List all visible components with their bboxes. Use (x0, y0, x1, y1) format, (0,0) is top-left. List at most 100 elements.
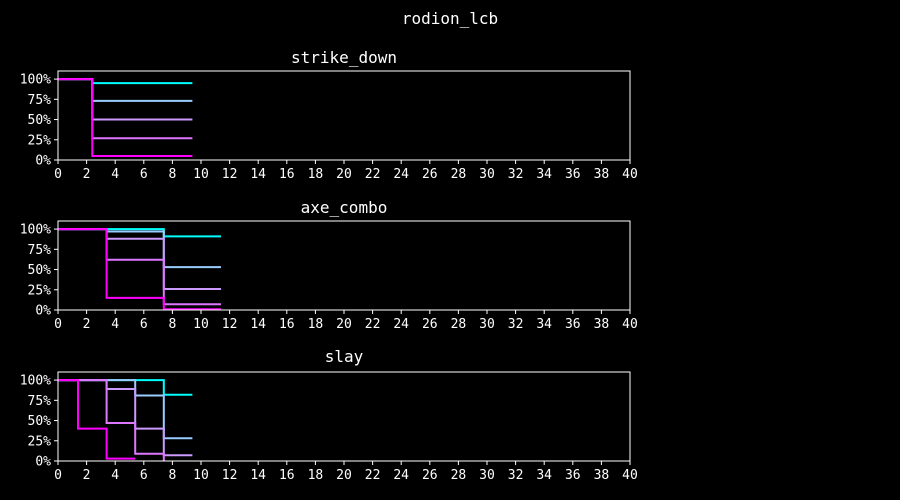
x-tick-label: 16 (279, 317, 295, 332)
x-tick-label: 10 (193, 468, 209, 483)
x-tick-label: 8 (168, 468, 176, 483)
plot-area: 0 2 4 6 8 10 12 14 16 18 20 22 24 26 28 30 32 34 36 38 400%2… (20, 70, 638, 182)
x-tick-label: 16 (279, 167, 295, 182)
x-tick-label: 2 (83, 317, 91, 332)
y-tick-label: 75% (28, 243, 52, 258)
x-tick-label: 34 (536, 468, 552, 483)
x-tick-label: 18 (308, 167, 324, 182)
x-tick-label: 40 (622, 468, 638, 483)
x-tick-label: 4 (111, 167, 119, 182)
x-tick-label: 4 (111, 468, 119, 483)
x-tick-label: 10 (193, 317, 209, 332)
x-tick-label: 0 (54, 468, 62, 483)
y-tick-label: 50% (28, 414, 52, 429)
y-tick-label: 0% (35, 154, 51, 169)
x-tick-label: 10 (193, 167, 209, 182)
x-tick-label: 18 (308, 468, 324, 483)
x-tick-label: 38 (594, 167, 610, 182)
x-tick-label: 32 (508, 468, 524, 483)
series-line (58, 228, 221, 311)
x-tick-label: 34 (536, 317, 552, 332)
series-line (58, 379, 193, 440)
y-tick-label: 25% (28, 283, 52, 298)
x-tick-label: 24 (393, 468, 409, 483)
x-tick-label: 30 (479, 468, 495, 483)
x-tick-label: 12 (222, 468, 238, 483)
x-tick-label: 30 (479, 317, 495, 332)
x-tick-label: 38 (594, 468, 610, 483)
x-tick-label: 4 (111, 317, 119, 332)
y-tick-label: 25% (28, 434, 52, 449)
x-tick-label: 36 (565, 167, 581, 182)
series-line (58, 379, 136, 460)
x-tick-label: 20 (336, 317, 352, 332)
x-tick-label: 6 (140, 167, 148, 182)
x-tick-label: 24 (393, 167, 409, 182)
x-tick-label: 28 (451, 317, 467, 332)
x-tick-label: 14 (250, 167, 266, 182)
plot-area: 0 2 4 6 8 10 12 14 16 18 20 22 24 26 28 30 32 34 36 38 400%2… (20, 220, 638, 332)
x-tick-label: 6 (140, 468, 148, 483)
x-tick-label: 30 (479, 167, 495, 182)
subplot-slay: slay 0 2 4 6 8 10 12 14 16 18 20 22 24 26 28 30 32 34 36 38… (20, 347, 638, 483)
x-tick-label: 22 (365, 317, 381, 332)
x-tick-label: 14 (250, 317, 266, 332)
x-tick-label: 26 (422, 167, 438, 182)
subplot-title: axe_combo (301, 198, 388, 217)
x-tick-label: 14 (250, 468, 266, 483)
y-tick-label: 75% (28, 394, 52, 409)
x-tick-label: 20 (336, 167, 352, 182)
axes-frame (57, 220, 631, 311)
x-tick-label: 22 (365, 167, 381, 182)
x-tick-label: 6 (140, 317, 148, 332)
series-line (58, 78, 193, 157)
y-tick-label: 100% (20, 374, 51, 389)
plot-area: 0 2 4 6 8 10 12 14 16 18 20 22 24 26 28 30 32 34 36 38 400%2… (20, 371, 638, 483)
series-line (58, 379, 165, 461)
series-line (58, 78, 193, 121)
series-line (58, 228, 221, 269)
y-tick-label: 0% (35, 304, 51, 319)
x-tick-label: 12 (222, 167, 238, 182)
y-tick-label: 100% (20, 223, 51, 238)
figure-title: rodion_lcb (402, 9, 498, 28)
x-tick-label: 12 (222, 317, 238, 332)
subplot-axe-combo: axe_combo 0 2 4 6 8 10 12 14 16 18 20 22 24 26 28 30 32 3… (20, 198, 638, 332)
x-tick-label: 28 (451, 468, 467, 483)
x-tick-label: 0 (54, 317, 62, 332)
x-tick-label: 0 (54, 167, 62, 182)
x-tick-label: 8 (168, 317, 176, 332)
x-tick-label: 18 (308, 317, 324, 332)
subplot-title: slay (325, 347, 364, 366)
y-tick-label: 100% (20, 73, 51, 88)
subplot-strike-down: strike_down 0 2 4 6 8 10 12 14 16 18 20 22 24 26 28 30 3… (20, 48, 638, 182)
axes-frame (57, 70, 631, 161)
x-tick-label: 8 (168, 167, 176, 182)
x-tick-label: 36 (565, 468, 581, 483)
x-tick-label: 26 (422, 317, 438, 332)
x-tick-label: 32 (508, 167, 524, 182)
x-tick-label: 28 (451, 167, 467, 182)
x-tick-label: 26 (422, 468, 438, 483)
x-tick-label: 32 (508, 317, 524, 332)
y-tick-label: 25% (28, 133, 52, 148)
x-tick-label: 24 (393, 317, 409, 332)
x-tick-label: 22 (365, 468, 381, 483)
series-line (58, 228, 221, 238)
x-tick-label: 20 (336, 468, 352, 483)
x-tick-label: 2 (83, 167, 91, 182)
subplot-title: strike_down (291, 48, 397, 67)
y-tick-label: 75% (28, 93, 52, 108)
y-tick-label: 0% (35, 455, 51, 470)
x-tick-label: 34 (536, 167, 552, 182)
x-tick-label: 16 (279, 468, 295, 483)
x-tick-label: 38 (594, 317, 610, 332)
y-tick-label: 50% (28, 263, 52, 278)
series-line (58, 78, 193, 140)
y-tick-label: 50% (28, 113, 52, 128)
x-tick-label: 36 (565, 317, 581, 332)
x-tick-label: 40 (622, 167, 638, 182)
x-tick-label: 2 (83, 468, 91, 483)
axes-frame (57, 371, 631, 462)
